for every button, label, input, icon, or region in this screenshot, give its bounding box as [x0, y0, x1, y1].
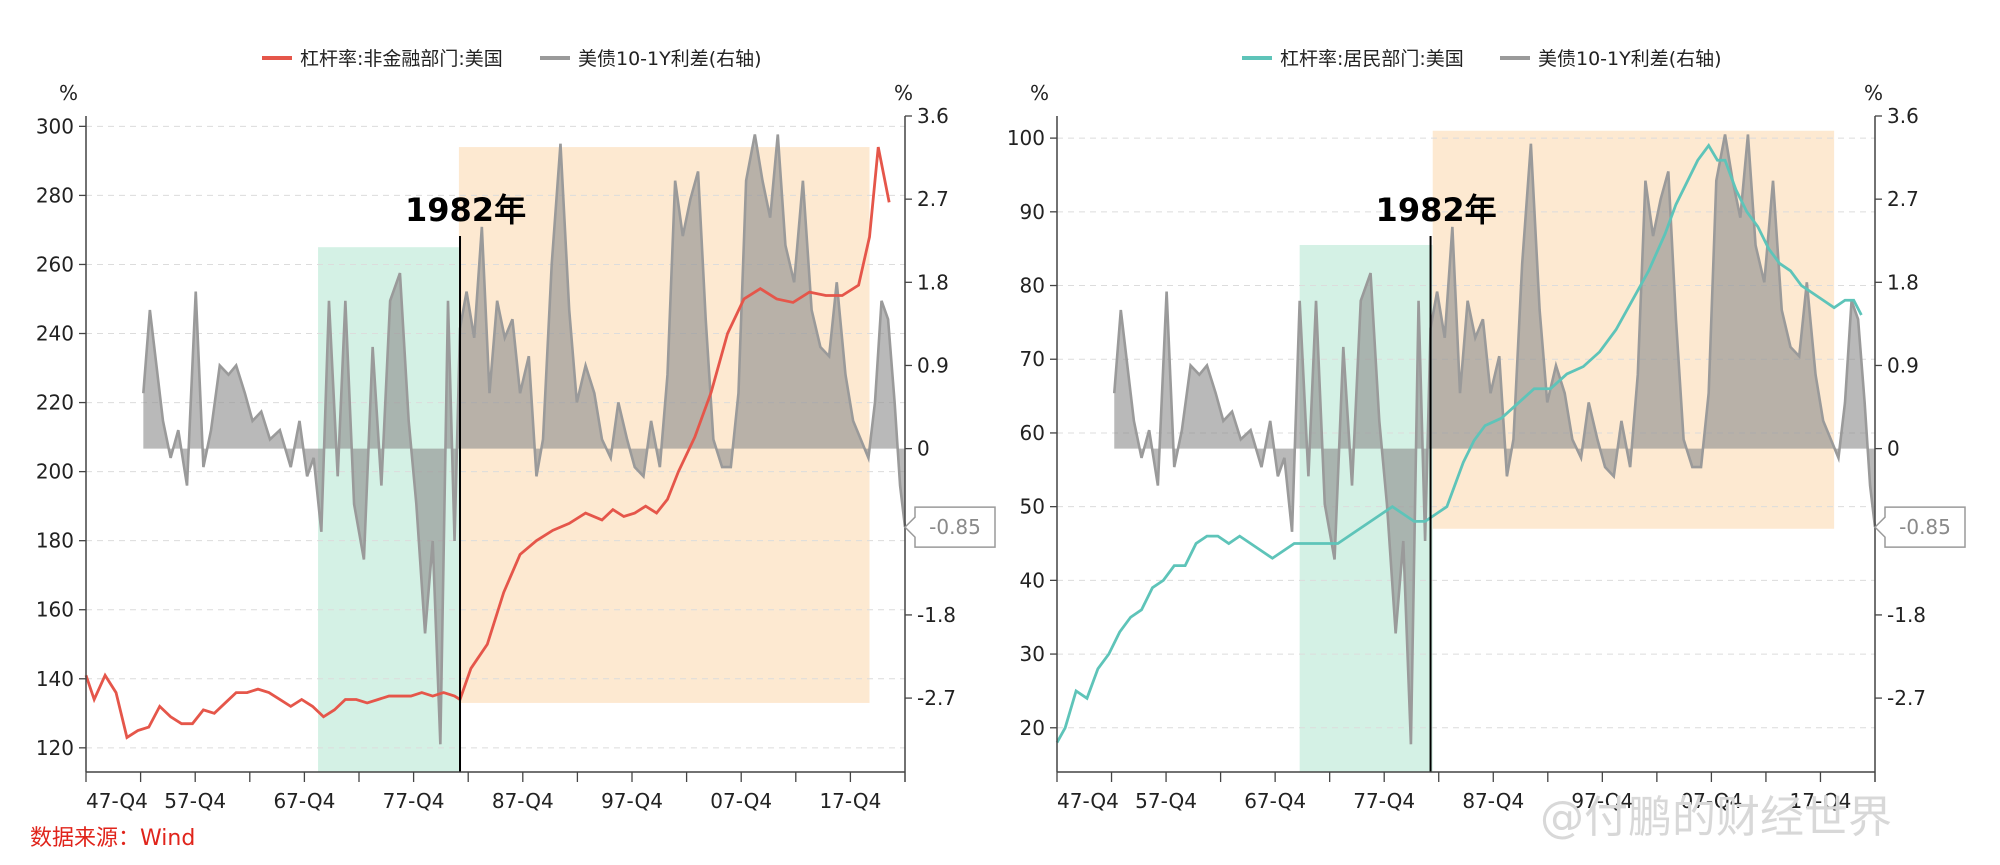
spread-area	[1114, 134, 1875, 745]
y-left-tick-label: 260	[36, 252, 74, 276]
x-tick-label: 97-Q4	[601, 789, 663, 813]
y-left-tick-label: 60	[1020, 421, 1045, 445]
y-right-tick-label: -2.7	[917, 686, 956, 710]
x-tick-label: 47-Q4	[1057, 789, 1119, 813]
y-left-tick-label: 180	[36, 529, 74, 553]
watermark-text: @付鹏的财经世界	[1540, 792, 1892, 843]
y-left-tick-label: 30	[1020, 642, 1045, 666]
y-left-tick-label: 20	[1020, 716, 1045, 740]
y-right-tick-label: 1.8	[917, 270, 949, 294]
y-left-tick-label: 80	[1020, 274, 1045, 298]
chart-panel-2: 1982年 20 30 40 50 60 70 80 90 100 3.6 2.7 1.8 0.9 0 -1.…	[1007, 48, 1966, 813]
y-right-tick-label: 0	[1887, 437, 1900, 461]
x-tick-label: 87-Q4	[1462, 789, 1524, 813]
y-left-tick-label: 300	[36, 114, 74, 138]
source-note: 数据来源：Wind	[30, 826, 195, 851]
y-right-unit: %	[894, 81, 913, 105]
y-right-tick-label: 0.9	[1887, 353, 1919, 377]
y-left-tick-label: 40	[1020, 568, 1045, 592]
x-tick-label: 87-Q4	[492, 789, 554, 813]
y-right-tick-label: 1.8	[1887, 270, 1919, 294]
y-left-tick-label: 90	[1020, 200, 1045, 224]
legend-label: 杠杆率:居民部门:美国	[1280, 48, 1464, 70]
series-line-spread	[1112, 134, 1877, 745]
y-left-tick-label: 100	[1007, 126, 1045, 150]
spread-area	[143, 134, 905, 745]
y-right-tick-label: -2.7	[1887, 686, 1926, 710]
y-left-unit: %	[59, 81, 78, 105]
y-left-tick-label: 50	[1020, 495, 1045, 519]
y-right-tick-label: 2.7	[1887, 187, 1919, 211]
legend-label: 美债10-1Y利差(右轴)	[578, 48, 762, 70]
x-tick-label: 17-Q4	[1790, 789, 1852, 813]
x-tick-label: 77-Q4	[383, 789, 445, 813]
last-value-callout-label: -0.85	[929, 515, 981, 539]
x-tick-label: 67-Q4	[273, 789, 335, 813]
x-tick-label: 17-Q4	[819, 789, 881, 813]
y-right-tick-label: 0	[917, 437, 930, 461]
y-left-tick-label: 120	[36, 736, 74, 760]
x-tick-label: 07-Q4	[710, 789, 772, 813]
series-line-leverage	[84, 146, 891, 740]
y-left-tick-label: 140	[36, 667, 74, 691]
chart-panel-1: 1982年 120 140 160 180 200 220 240 260 280 300 3.6 2.…	[36, 48, 996, 813]
x-tick-label: 57-Q4	[164, 789, 226, 813]
x-tick-label: 47-Q4	[86, 789, 148, 813]
legend-label: 杠杆率:非金融部门:美国	[300, 48, 503, 70]
x-tick-label: 07-Q4	[1680, 789, 1742, 813]
series-line-spread	[142, 134, 907, 745]
marker-1982-label: 1982年	[1376, 191, 1497, 229]
legend-label: 美债10-1Y利差(右轴)	[1538, 48, 1722, 70]
y-left-tick-label: 200	[36, 460, 74, 484]
y-right-tick-label: 3.6	[917, 104, 949, 128]
y-left-unit: %	[1030, 81, 1049, 105]
x-tick-label: 97-Q4	[1571, 789, 1633, 813]
y-left-tick-label: 220	[36, 391, 74, 415]
y-right-tick-label: -1.8	[917, 603, 956, 627]
last-value-callout-label: -0.85	[1899, 515, 1951, 539]
x-tick-label: 77-Q4	[1353, 789, 1415, 813]
marker-1982-label: 1982年	[405, 191, 526, 229]
last-value-callout-box	[1873, 506, 1966, 548]
y-left-tick-label: 70	[1020, 347, 1045, 371]
y-right-tick-label: 2.7	[917, 187, 949, 211]
y-left-tick-label: 160	[36, 598, 74, 622]
last-value-callout-box	[903, 506, 996, 548]
x-tick-label: 67-Q4	[1244, 789, 1306, 813]
y-left-tick-label: 280	[36, 183, 74, 207]
y-right-tick-label: 0.9	[917, 353, 949, 377]
y-left-tick-label: 240	[36, 322, 74, 346]
y-right-tick-label: -1.8	[1887, 603, 1926, 627]
y-right-tick-label: 3.6	[1887, 104, 1919, 128]
x-tick-label: 57-Q4	[1135, 789, 1197, 813]
y-right-unit: %	[1864, 81, 1883, 105]
